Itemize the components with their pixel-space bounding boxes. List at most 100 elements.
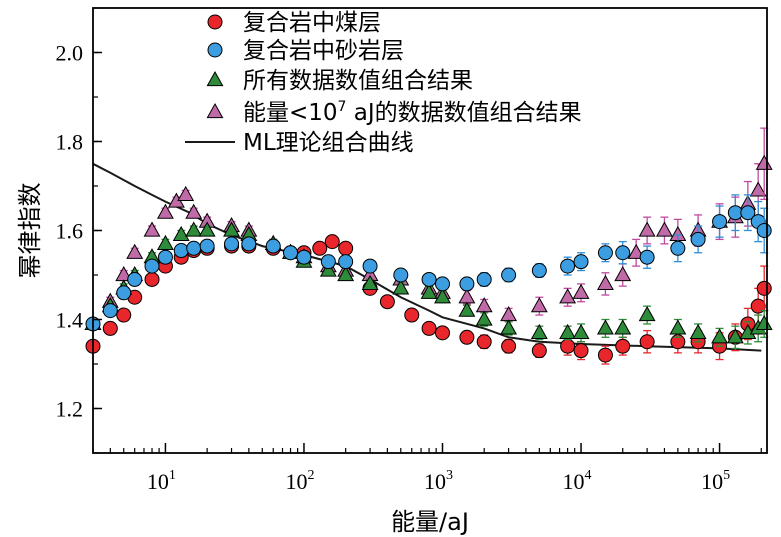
sand-point bbox=[476, 271, 492, 287]
all-point bbox=[530, 323, 548, 339]
legend-label-all: 所有数据数值组合结果 bbox=[243, 68, 473, 94]
legend-label-part: 能量<10 bbox=[243, 100, 338, 126]
series-coal bbox=[85, 234, 772, 365]
data-series bbox=[84, 127, 773, 365]
sand-point bbox=[560, 258, 576, 274]
sand-point bbox=[501, 267, 517, 283]
sand-point bbox=[531, 263, 547, 279]
all-point bbox=[434, 288, 451, 304]
legend-marker-all bbox=[206, 70, 224, 87]
x-tick-exponent: 1 bbox=[169, 468, 176, 483]
x-tick-base: 10 bbox=[424, 469, 446, 494]
coal-point bbox=[324, 234, 340, 250]
low-point bbox=[572, 283, 590, 299]
legend-label-low: 能量<107 aJ的数据数值组合结果 bbox=[243, 99, 582, 126]
coal-point bbox=[102, 320, 118, 336]
sand-point bbox=[670, 240, 686, 256]
y-tick-label: 1.8 bbox=[56, 130, 84, 155]
coal-point bbox=[573, 343, 589, 359]
sand-point bbox=[102, 303, 118, 319]
y-axis-title: 幂律指数 bbox=[16, 183, 44, 279]
x-tick-exponent: 3 bbox=[446, 468, 453, 483]
coal-point bbox=[312, 240, 328, 256]
all-point bbox=[755, 314, 773, 331]
sand-point bbox=[157, 249, 173, 265]
x-tick-label: 103 bbox=[424, 468, 453, 494]
all-point bbox=[689, 323, 707, 339]
sand-point bbox=[296, 249, 312, 265]
legend-label-sand: 复合岩中砂岩层 bbox=[243, 38, 404, 64]
all-point bbox=[392, 279, 410, 295]
x-axis-title: 能量/aJ bbox=[391, 508, 469, 536]
sand-point bbox=[241, 236, 257, 252]
x-tick-base: 10 bbox=[285, 469, 307, 494]
all-point bbox=[638, 306, 656, 322]
coal-point bbox=[404, 307, 420, 323]
sand-point bbox=[265, 238, 281, 254]
legend-marker-low bbox=[206, 102, 224, 119]
coal-point bbox=[476, 334, 492, 350]
sand-point bbox=[116, 285, 132, 301]
series-low bbox=[84, 127, 773, 331]
ml-curve bbox=[92, 162, 762, 352]
sand-point bbox=[186, 240, 202, 256]
low-point bbox=[143, 221, 161, 237]
coal-point bbox=[531, 343, 547, 359]
coal-point bbox=[756, 280, 772, 296]
low-point bbox=[126, 243, 144, 259]
legend-label-superscript: 7 bbox=[338, 99, 347, 115]
sand-point bbox=[144, 258, 160, 274]
coal-point bbox=[379, 294, 395, 310]
legend-label-ml: ML理论组合曲线 bbox=[243, 130, 414, 156]
all-point bbox=[156, 234, 174, 250]
low-point bbox=[177, 185, 195, 201]
low-point bbox=[559, 288, 577, 304]
y-tick-label: 1.4 bbox=[56, 308, 84, 333]
low-point bbox=[596, 274, 614, 290]
legend-label-coal: 复合岩中煤层 bbox=[243, 10, 381, 36]
all-point bbox=[337, 265, 355, 282]
low-point bbox=[638, 221, 656, 237]
all-point bbox=[559, 323, 577, 339]
x-tick-base: 10 bbox=[701, 469, 723, 494]
low-point bbox=[627, 243, 645, 259]
x-tick-base: 10 bbox=[563, 469, 585, 494]
sand-point bbox=[615, 245, 631, 261]
low-point bbox=[475, 297, 493, 313]
x-tick-exponent: 2 bbox=[307, 468, 314, 483]
coal-point bbox=[144, 271, 160, 287]
x-tick-exponent: 5 bbox=[723, 468, 730, 483]
all-point bbox=[185, 221, 203, 237]
legend-label-part: aJ的数据数值组合结果 bbox=[346, 100, 581, 126]
low-point bbox=[655, 221, 673, 237]
sand-point bbox=[173, 243, 189, 259]
sand-point bbox=[740, 205, 756, 221]
coal-point bbox=[639, 334, 655, 350]
sand-point bbox=[712, 214, 728, 230]
x-tick-exponent: 4 bbox=[585, 468, 592, 483]
y-tick-label: 2.0 bbox=[56, 41, 84, 66]
sand-point bbox=[224, 236, 240, 252]
low-point bbox=[500, 306, 518, 322]
all-point bbox=[361, 274, 379, 290]
all-point bbox=[172, 225, 190, 242]
sand-point bbox=[421, 271, 437, 287]
x-tick-label: 101 bbox=[147, 468, 176, 494]
x-tick-base: 10 bbox=[147, 469, 169, 494]
all-point bbox=[420, 283, 438, 299]
sand-point bbox=[283, 245, 299, 261]
all-point bbox=[711, 328, 729, 344]
coal-point bbox=[501, 338, 517, 354]
sand-point bbox=[393, 267, 409, 283]
x-tick-label: 104 bbox=[563, 468, 592, 494]
y-tick-label: 1.2 bbox=[56, 397, 84, 422]
sand-point bbox=[434, 276, 450, 292]
legend-marker-sand bbox=[207, 42, 223, 58]
low-point bbox=[156, 203, 174, 219]
coal-point bbox=[615, 338, 631, 354]
all-point bbox=[223, 221, 240, 237]
all-point bbox=[319, 261, 337, 277]
sand-point bbox=[199, 238, 215, 254]
